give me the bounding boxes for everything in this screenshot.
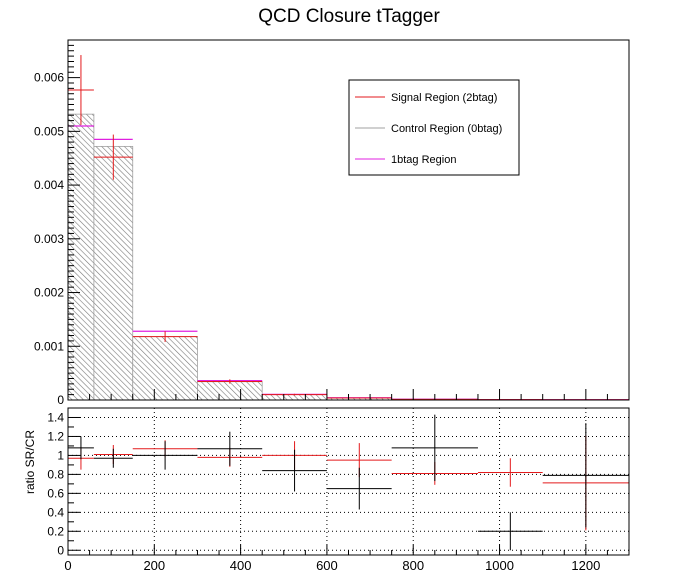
control-region-bar [132,336,198,401]
ratio-point-black [68,436,94,460]
legend-label-signal: Signal Region (2btag) [391,92,497,104]
main-ytick-label: 0.002 [34,286,64,300]
main-ytick-label: 0.004 [34,178,64,192]
main-ytick-label: 0.005 [34,124,64,138]
ratio-point-black [262,449,327,492]
ratio-plot: 0 0.2 0.4 0.6 0.8 1 1.2 1.4 0 200 400 600 800 1000 120… [23,407,630,573]
ratio-xtick-label: 600 [316,558,338,573]
main-plot: 0 0.001 0.002 0.003 0.004 0.005 0.006 [34,39,630,407]
legend-label-1btag: 1btag Region [391,154,456,166]
ratio-series [68,414,629,551]
control-region-bar [197,381,263,401]
ratio-xtick-label: 1200 [571,558,600,573]
ratio-point-black [477,512,543,551]
ratio-point-red [477,458,543,487]
legend-label-control: Control Region (0btag) [391,123,502,135]
ratio-ytick-label: 0 [57,543,64,557]
ratio-plot-grid [68,408,629,555]
main-ytick-label: 0.006 [34,71,64,85]
ratio-xtick-label: 0 [64,558,71,573]
signal-region-point [326,397,392,399]
ratio-ylabel: ratio SR/CR [23,430,37,494]
chart-title: QCD Closure tTagger [258,6,440,27]
legend: Signal Region (2btag) Control Region (0b… [348,79,520,176]
signal-region-point [197,379,263,384]
control-region-bar [67,113,95,401]
ratio-ytick-label: 1.4 [47,410,64,424]
signal-region-point [68,55,94,125]
ratio-ytick-label: 0.6 [47,486,64,500]
ratio-ytick-label: 1 [57,448,64,462]
ratio-point-black [542,423,629,528]
ratio-xtick-label: 400 [230,558,252,573]
main-ytick-label: 0.003 [34,232,64,246]
main-plot-axes: 0 0.001 0.002 0.003 0.004 0.005 0.006 [34,44,630,407]
main-ytick-label: 0 [57,393,64,407]
ratio-plot-axes: 0 0.2 0.4 0.6 0.8 1 1.2 1.4 0 200 400 600 800 1000 120… [47,410,630,573]
ratio-point-black [132,441,198,470]
ratio-ytick-label: 0.2 [47,524,64,538]
ratio-ytick-label: 1.2 [47,429,64,443]
control-region-bar [93,145,134,401]
ratio-xtick-label: 800 [402,558,424,573]
ratio-point-black [326,467,392,510]
ratio-ytick-label: 0.4 [47,505,64,519]
ratio-xtick-label: 200 [143,558,165,573]
ratio-point-black [197,431,263,466]
ratio-point-black [391,414,478,482]
ratio-ytick-label: 0.8 [47,467,64,481]
main-ytick-label: 0.001 [34,339,64,353]
ratio-xtick-label: 1000 [485,558,514,573]
signal-region-point [262,393,327,396]
ratio-plot-frame [67,407,630,556]
signal-region-point [93,134,133,180]
signal-region-point [132,331,198,342]
ratio-point-black [93,448,133,468]
